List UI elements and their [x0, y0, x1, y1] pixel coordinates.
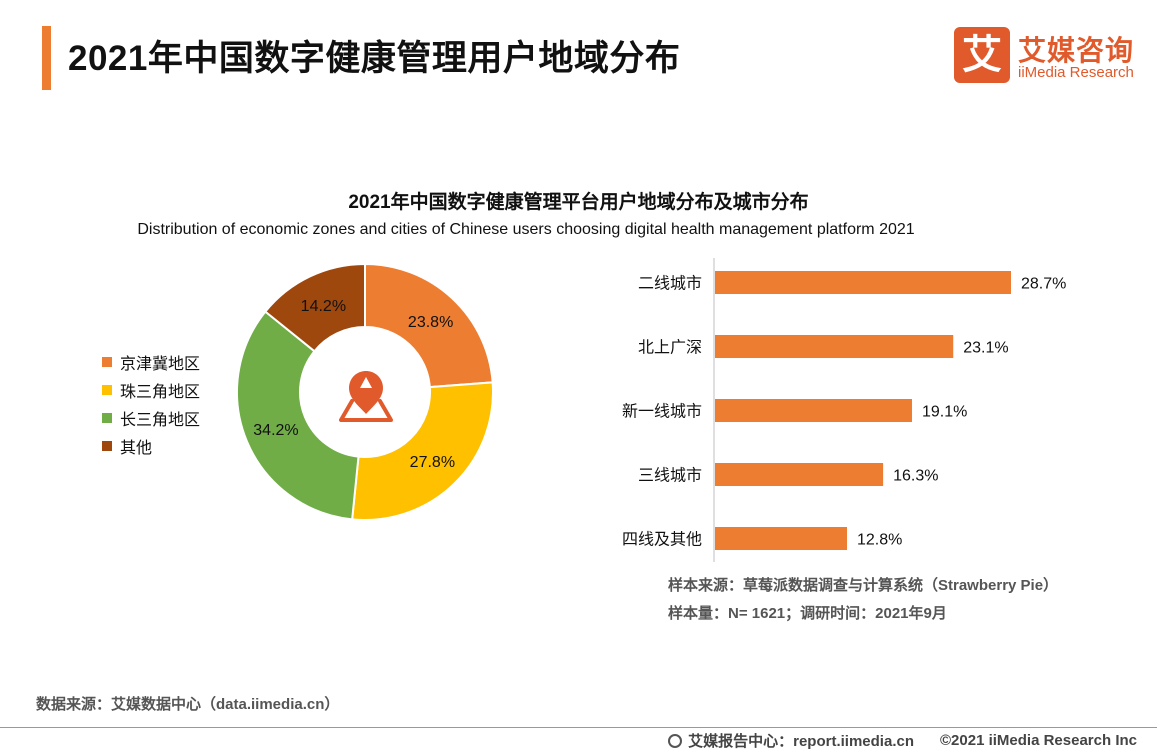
report-center-link[interactable]: 艾媒报告中心：report.iimedia.cn	[688, 733, 914, 750]
legend-swatch	[102, 441, 112, 451]
city-bar	[715, 335, 954, 358]
legend-item: 长三角地区	[102, 404, 200, 432]
donut-slice	[364, 262, 494, 389]
data-source: 数据来源：艾媒数据中心（data.iimedia.cn）	[36, 696, 340, 713]
donut-slice	[236, 310, 360, 521]
iimedia-logo: 艾 艾媒咨询 iiMedia Research	[954, 27, 1144, 85]
logo-cn-text: 艾媒咨询	[1018, 35, 1135, 66]
legend-swatch	[102, 357, 112, 367]
city-bar-chart: 二线城市 28.7% 北上广深 23.1% 新一线城市 19.1% 三线城市 16.3% 四线及…	[622, 258, 1066, 562]
legend-item: 其他	[102, 432, 200, 460]
legend-item: 京津冀地区	[102, 348, 200, 376]
donut-slice	[263, 262, 366, 353]
footer-divider	[0, 727, 1157, 728]
city-bar	[715, 271, 1011, 294]
donut-slice	[351, 381, 494, 521]
bar-value-label: 23.1%	[963, 340, 1008, 357]
location-pin-icon	[339, 371, 393, 422]
city-bar	[715, 527, 848, 550]
legend-label: 其他	[120, 440, 153, 457]
chart-title: 2021年中国数字健康管理平台用户地域分布及城市分布	[348, 192, 809, 213]
logo-en-text: iiMedia Research	[1018, 64, 1134, 81]
legend-label: 京津冀地区	[120, 356, 201, 373]
logo-mark: 艾	[954, 27, 1010, 83]
bar-value-label: 12.8%	[857, 532, 902, 549]
slice-label: 34.2%	[253, 422, 298, 439]
sample-source-note: 样本来源：草莓派数据调查与计算系统（Strawberry Pie）	[668, 577, 1059, 594]
bar-value-label: 16.3%	[893, 468, 938, 485]
page-title: 2021年中国数字健康管理用户地域分布	[68, 39, 681, 78]
city-bar	[715, 399, 912, 422]
legend-swatch	[102, 385, 112, 395]
slice-label: 23.8%	[408, 314, 453, 331]
slice-label: 14.2%	[301, 298, 346, 315]
legend-swatch	[102, 413, 112, 423]
bar-category-label: 二线城市	[638, 275, 702, 293]
legend-label: 长三角地区	[120, 412, 201, 429]
slice-label: 27.8%	[410, 454, 455, 471]
sample-size-note: 样本量：N= 1621；调研时间：2021年9月	[668, 605, 947, 622]
globe-icon	[668, 733, 683, 748]
title-accent-bar	[42, 26, 51, 90]
bar-category-label: 北上广深	[638, 339, 702, 357]
copyright-text: ©2021 iiMedia Research Inc	[940, 732, 1137, 749]
bar-category-label: 四线及其他	[622, 531, 702, 549]
bar-category-label: 三线城市	[638, 467, 702, 485]
donut-legend: 京津冀地区 珠三角地区 长三角地区 其他	[102, 348, 200, 460]
city-bar	[715, 463, 884, 486]
legend-label: 珠三角地区	[120, 384, 201, 401]
footer-right: 艾媒报告中心：report.iimedia.cn ©2021 iiMedia R…	[668, 730, 1137, 751]
donut-chart: 23.8% 27.8% 34.2% 14.2%	[236, 262, 494, 521]
bar-category-label: 新一线城市	[622, 403, 702, 421]
legend-item: 珠三角地区	[102, 376, 200, 404]
chart-subtitle: Distribution of economic zones and citie…	[137, 221, 915, 238]
bar-value-label: 19.1%	[922, 404, 967, 421]
bar-value-label: 28.7%	[1021, 276, 1066, 293]
